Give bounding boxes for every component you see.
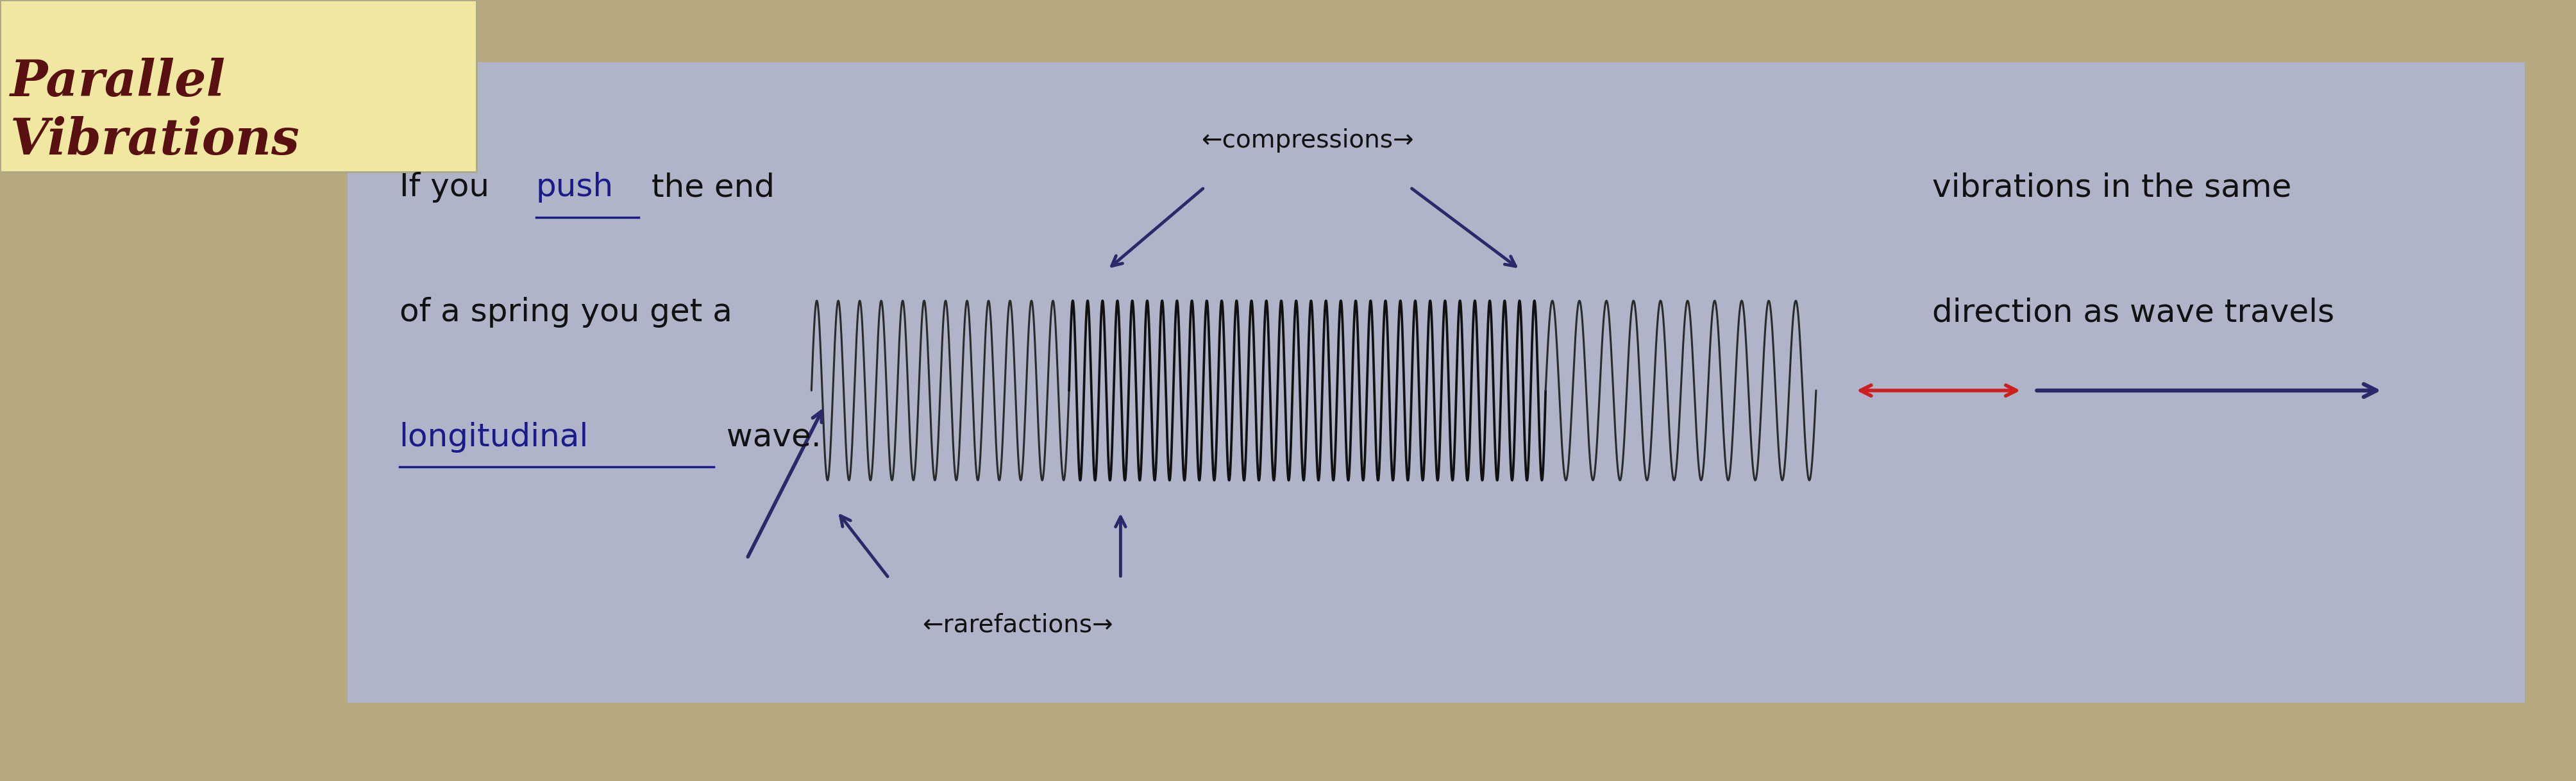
Bar — [348, 62, 2524, 703]
Text: Vibrations: Vibrations — [10, 116, 299, 165]
Text: wave.: wave. — [716, 422, 822, 453]
Bar — [0, 0, 477, 172]
Text: of a spring you get a: of a spring you get a — [399, 297, 732, 328]
Text: vibrations in the same: vibrations in the same — [1932, 172, 2293, 203]
Text: the end: the end — [641, 172, 775, 203]
Text: ←compressions→: ←compressions→ — [1200, 128, 1414, 153]
Text: push: push — [536, 172, 613, 203]
Text: ←rarefactions→: ←rarefactions→ — [922, 612, 1113, 637]
Text: direction as wave travels: direction as wave travels — [1932, 297, 2334, 328]
Text: longitudinal: longitudinal — [399, 422, 590, 453]
Text: If you: If you — [399, 172, 500, 203]
Text: Parallel: Parallel — [10, 58, 227, 106]
